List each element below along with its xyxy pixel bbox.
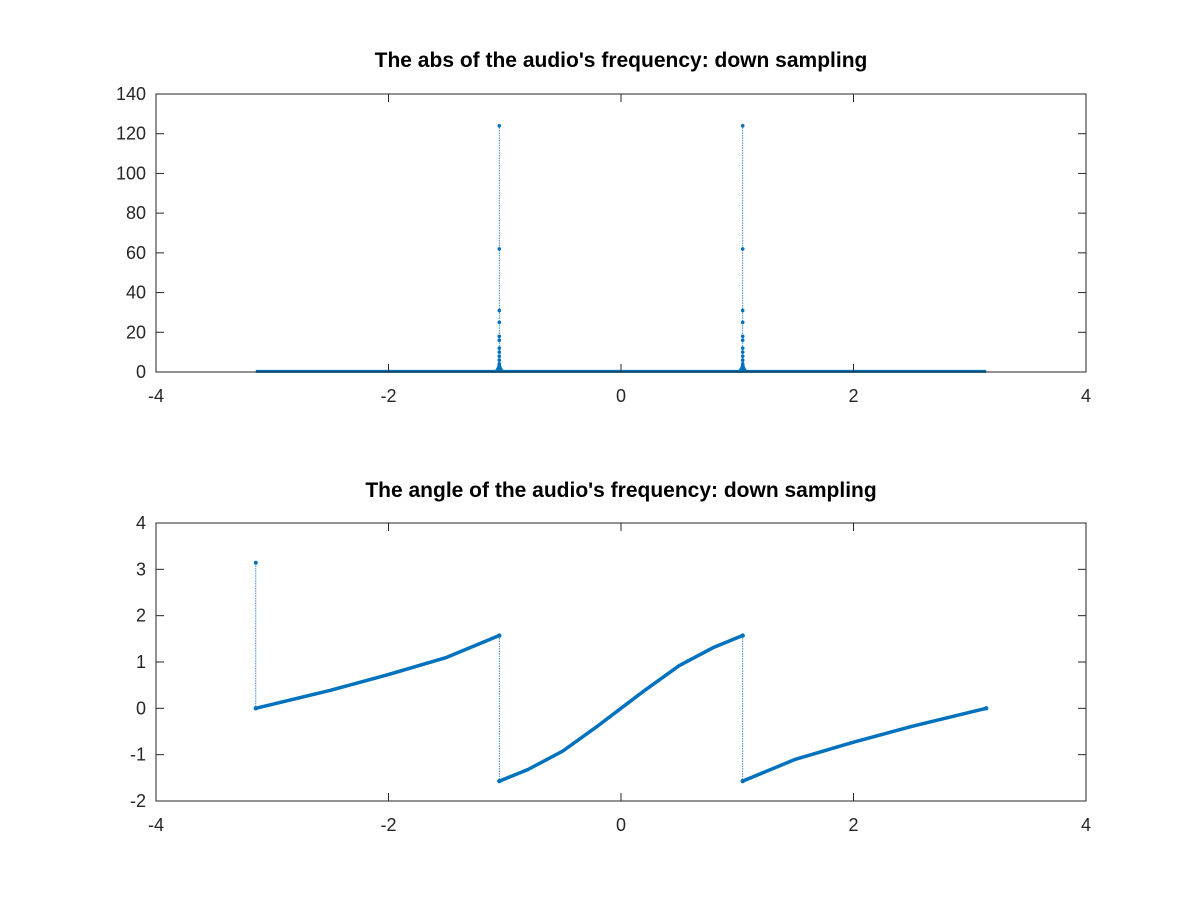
- data-point: [497, 778, 502, 784]
- chart-title: The abs of the audio's frequency: down s…: [375, 49, 868, 72]
- y-tick-label: 80: [126, 203, 146, 223]
- y-tick-label: 120: [116, 124, 146, 144]
- subplot-abs: The abs of the audio's frequency: down s…: [116, 49, 1091, 406]
- data-point: [740, 358, 745, 362]
- data-point: [497, 338, 502, 343]
- data-point: [740, 123, 745, 128]
- data-point: [497, 247, 502, 251]
- y-tick-label: 0: [136, 362, 146, 382]
- y-tick-label: -2: [130, 791, 146, 811]
- x-tick-label: -2: [380, 386, 396, 406]
- data-point: [740, 354, 745, 358]
- plot-area: [255, 123, 987, 373]
- data-point: [497, 308, 502, 313]
- y-tick-label: 2: [136, 606, 146, 626]
- data-point: [740, 338, 745, 343]
- series-line: [740, 706, 988, 783]
- data-point: [740, 366, 745, 370]
- data-point: [497, 633, 502, 638]
- data-point: [497, 358, 502, 362]
- y-tick-label: 4: [136, 513, 146, 533]
- chart-title: The angle of the audio's frequency: down…: [365, 479, 876, 502]
- axes-box: [155, 93, 1087, 373]
- data-point: [497, 354, 502, 358]
- x-tick-label: 2: [848, 815, 858, 835]
- y-tick-label: 0: [136, 698, 146, 718]
- x-tick-label: 0: [616, 815, 626, 835]
- data-point: [740, 350, 745, 354]
- data-point: [740, 320, 745, 325]
- data-point: [497, 320, 502, 325]
- data-point: [740, 778, 745, 784]
- data-point: [497, 334, 502, 339]
- data-point: [497, 350, 502, 354]
- axes-box: [155, 522, 1087, 802]
- x-tick-label: 4: [1081, 386, 1091, 406]
- y-tick-label: 140: [116, 84, 146, 104]
- data-point: [497, 366, 502, 370]
- y-tick-label: 1: [136, 652, 146, 672]
- y-tick-label: 3: [136, 559, 146, 579]
- series-line: [254, 633, 502, 711]
- y-tick-label: -1: [130, 745, 146, 765]
- data-point: [497, 346, 502, 350]
- subplot-angle: The angle of the audio's frequency: down…: [130, 479, 1091, 835]
- y-tick-label: 60: [126, 243, 146, 263]
- data-point: [740, 633, 745, 638]
- x-tick-label: -4: [148, 386, 164, 406]
- data-point: [497, 123, 502, 128]
- data-point: [740, 346, 745, 350]
- x-tick-label: 4: [1081, 815, 1091, 835]
- data-point: [253, 560, 258, 565]
- series-line: [497, 633, 745, 783]
- data-point: [740, 308, 745, 313]
- data-point: [253, 706, 258, 711]
- plot-area: [253, 560, 989, 784]
- y-tick-label: 100: [116, 163, 146, 183]
- data-point: [740, 334, 745, 339]
- data-point: [984, 706, 989, 711]
- y-tick-label: 20: [126, 322, 146, 342]
- x-tick-label: 0: [616, 386, 626, 406]
- x-tick-label: -4: [148, 815, 164, 835]
- x-tick-label: -2: [380, 815, 396, 835]
- x-tick-label: 2: [848, 386, 858, 406]
- data-point: [740, 247, 745, 251]
- y-tick-label: 40: [126, 283, 146, 303]
